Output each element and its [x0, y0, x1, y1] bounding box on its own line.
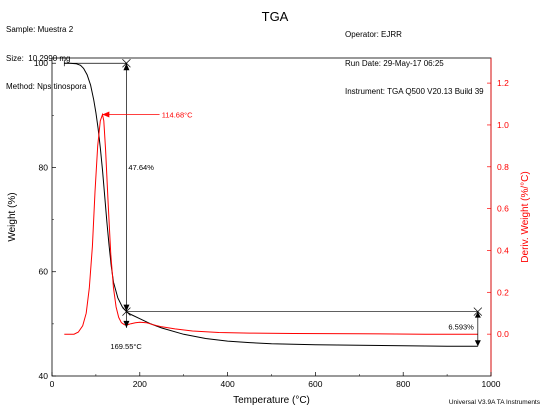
step-arrow-head-bottom — [123, 304, 130, 312]
axes: 0 200 400 600 800 1000 40 60 80 100 0.0 0.2 0.4 0.6 0.… — [7, 57, 531, 406]
y2-tick-label: 0.4 — [497, 245, 509, 255]
y2-tick-label: 1.2 — [497, 78, 509, 88]
y2-tick-label: 1.0 — [497, 120, 509, 130]
y2-tick-label: 0.0 — [497, 329, 509, 339]
peak-arrow-head — [102, 111, 110, 118]
onset-arrow-head — [123, 320, 130, 328]
run-date-line: Run Date: 29-May-17 06:25 — [345, 58, 444, 68]
y-tick-label: 80 — [39, 162, 49, 172]
x-tick-label: 600 — [308, 379, 322, 389]
deriv-weight-line — [64, 112, 478, 335]
instrument-line: Instrument: TGA Q500 V20.13 Build 39 — [345, 87, 484, 96]
weight-line — [64, 62, 478, 347]
operator-line: Operator: EJRR — [345, 30, 402, 39]
step-arrow-head-top — [123, 63, 130, 71]
annotations: 47.64% 169.55°C 6.593% 114.68°C — [63, 58, 483, 351]
y2-tick-label: 0.6 — [497, 204, 509, 214]
y-axis-label: Weight (%) — [7, 192, 18, 241]
step-label: 47.64% — [128, 163, 154, 172]
y2-tick-label: 0.2 — [497, 287, 509, 297]
x-tick-label: 1000 — [482, 379, 501, 389]
method-line: Method: Nps tinospora — [6, 82, 87, 91]
x-tick-label: 0 — [50, 379, 55, 389]
y2-axis-label: Deriv. Weight (%/°C) — [520, 171, 531, 262]
y-tick-label: 60 — [39, 267, 49, 277]
peak-label: 114.68°C — [162, 110, 193, 119]
x-tick-label: 800 — [396, 379, 410, 389]
y2-tick-label: 0.8 — [497, 162, 509, 172]
y-tick-label: 100 — [34, 58, 48, 68]
series-layer — [64, 62, 478, 347]
chart-title: TGA — [261, 9, 289, 24]
residue-arrow-head-bottom — [474, 340, 481, 347]
x-axis-label: Temperature (°C) — [233, 395, 310, 406]
x-tick-label: 400 — [221, 379, 235, 389]
step-top-cross-b — [122, 58, 131, 68]
onset-label: 169.55°C — [110, 342, 142, 351]
sample-line: Sample: Muestra 2 — [6, 25, 74, 34]
software-footer: Universal V3.9A TA Instruments — [448, 399, 540, 406]
residue-label: 6.593% — [448, 323, 474, 332]
x-tick-label: 200 — [133, 379, 147, 389]
run-info: Operator: EJRR Run Date: 29-May-17 06:25… — [345, 11, 484, 106]
residue-cross-b — [473, 307, 483, 316]
y-tick-label: 40 — [39, 371, 49, 381]
residue-arrow-head-top — [474, 311, 481, 318]
plot-frame — [51, 57, 492, 377]
